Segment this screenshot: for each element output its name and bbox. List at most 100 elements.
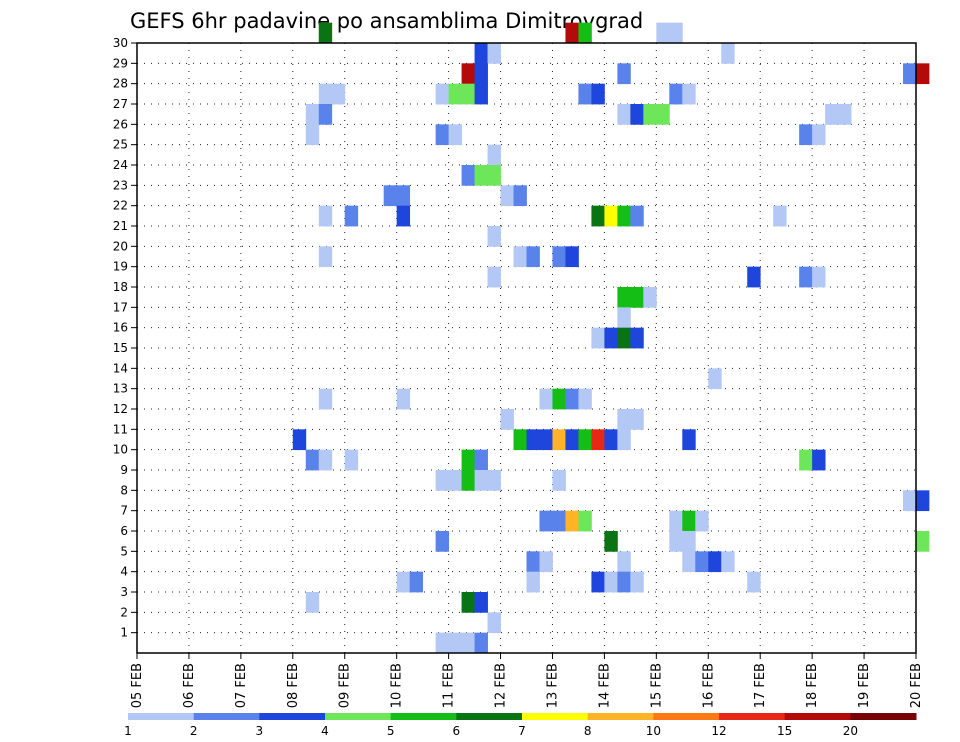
y-tick-label: 15 (113, 341, 128, 355)
precip-cell (500, 409, 514, 430)
precip-cell (409, 571, 424, 593)
y-tick-label: 20 (113, 239, 128, 253)
precip-cell (617, 571, 631, 593)
precip-cell (721, 551, 735, 573)
y-tick-label: 19 (113, 260, 128, 274)
x-tick-label: 06 FEB (182, 663, 197, 708)
precip-cell (604, 205, 618, 227)
precip-cell (448, 83, 462, 105)
precipitation-cells (292, 22, 930, 654)
precip-cell (799, 124, 813, 146)
precip-cell (396, 185, 411, 207)
precip-cell (656, 22, 670, 44)
precip-cell (682, 531, 696, 552)
precip-cell (916, 63, 930, 85)
precip-cell (435, 531, 449, 552)
y-tick-label: 16 (113, 321, 128, 335)
precip-cell (669, 531, 683, 552)
precip-cell (669, 510, 683, 532)
precip-cell (461, 165, 475, 186)
precip-cell (682, 83, 696, 105)
precip-cell (292, 429, 307, 451)
precip-cell (396, 205, 411, 227)
precip-cell (682, 510, 696, 532)
x-tick-label: 17 FEB (753, 663, 768, 708)
precip-cell (617, 307, 631, 329)
precip-cell (539, 551, 553, 573)
colorbar-segment (325, 713, 392, 720)
precip-cell (474, 165, 488, 186)
precip-cell (448, 470, 462, 491)
colorbar-label: 8 (584, 724, 592, 738)
precip-cell (695, 510, 709, 532)
precip-cell (474, 470, 488, 491)
chart-title: GEFS 6hr padavine po ansamblima Dimitrov… (130, 9, 643, 33)
precip-cell (682, 551, 696, 573)
precip-cell (747, 571, 761, 593)
precip-cell (773, 205, 787, 227)
precip-cell (318, 388, 333, 410)
y-tick-label: 8 (120, 483, 128, 497)
precip-cell (305, 449, 320, 471)
x-tick-label: 14 FEB (597, 663, 612, 708)
precip-cell (916, 490, 930, 512)
y-tick-label: 3 (120, 585, 128, 599)
precip-cell (630, 327, 644, 349)
colorbar-segment (259, 713, 326, 720)
x-tick-label: 05 FEB (130, 663, 145, 708)
precip-cell (903, 63, 917, 85)
precip-cell (916, 531, 930, 552)
precip-cell (591, 429, 605, 451)
precip-cell (747, 266, 761, 288)
y-tick-label: 23 (113, 178, 128, 192)
x-tick-label: 07 FEB (234, 663, 249, 708)
y-tick-label: 24 (113, 158, 128, 172)
precip-cell (578, 429, 592, 451)
precip-cell (578, 510, 592, 532)
y-tick-label: 26 (113, 117, 128, 131)
precip-cell (669, 22, 683, 44)
y-tick-label: 30 (113, 36, 128, 50)
precip-cell (630, 409, 644, 430)
y-tick-label: 6 (120, 524, 128, 538)
y-tick-label: 17 (113, 300, 128, 314)
precip-cell (500, 185, 514, 207)
precip-cell (305, 592, 320, 613)
precip-cell (565, 22, 579, 44)
precip-cell (487, 144, 501, 166)
x-tick-label: 20 FEB (909, 663, 924, 708)
precip-cell (526, 571, 540, 593)
precip-cell (487, 165, 501, 186)
x-tick-label: 16 FEB (701, 663, 716, 708)
precip-cell (474, 83, 488, 105)
precip-cell (318, 449, 333, 471)
colorbar-label: 12 (711, 724, 726, 738)
precip-cell (578, 83, 592, 105)
precip-cell (435, 632, 449, 654)
precip-cell (578, 388, 592, 410)
colorbar-label: 15 (777, 724, 792, 738)
precip-cell (695, 551, 709, 573)
y-tick-label: 13 (113, 382, 128, 396)
precip-cell (435, 470, 449, 491)
precip-cell (617, 63, 631, 85)
precip-cell (565, 246, 579, 268)
precip-cell (474, 449, 488, 471)
precip-cell (903, 490, 917, 512)
precip-cell (656, 104, 670, 125)
colorbar-segment (653, 713, 720, 720)
colorbar-segment (719, 713, 786, 720)
y-tick-label: 7 (120, 504, 128, 518)
precip-cell (799, 449, 813, 471)
precip-cell (513, 185, 527, 207)
precip-cell (474, 592, 488, 613)
colorbar-label: 1 (124, 724, 132, 738)
y-tick-label: 10 (113, 443, 128, 457)
precip-cell (513, 246, 527, 268)
precip-cell (708, 551, 722, 573)
precip-cell (305, 124, 320, 146)
colorbar-label: 20 (843, 724, 858, 738)
precip-cell (604, 429, 618, 451)
precip-cell (435, 83, 449, 105)
precip-cell (565, 429, 579, 451)
